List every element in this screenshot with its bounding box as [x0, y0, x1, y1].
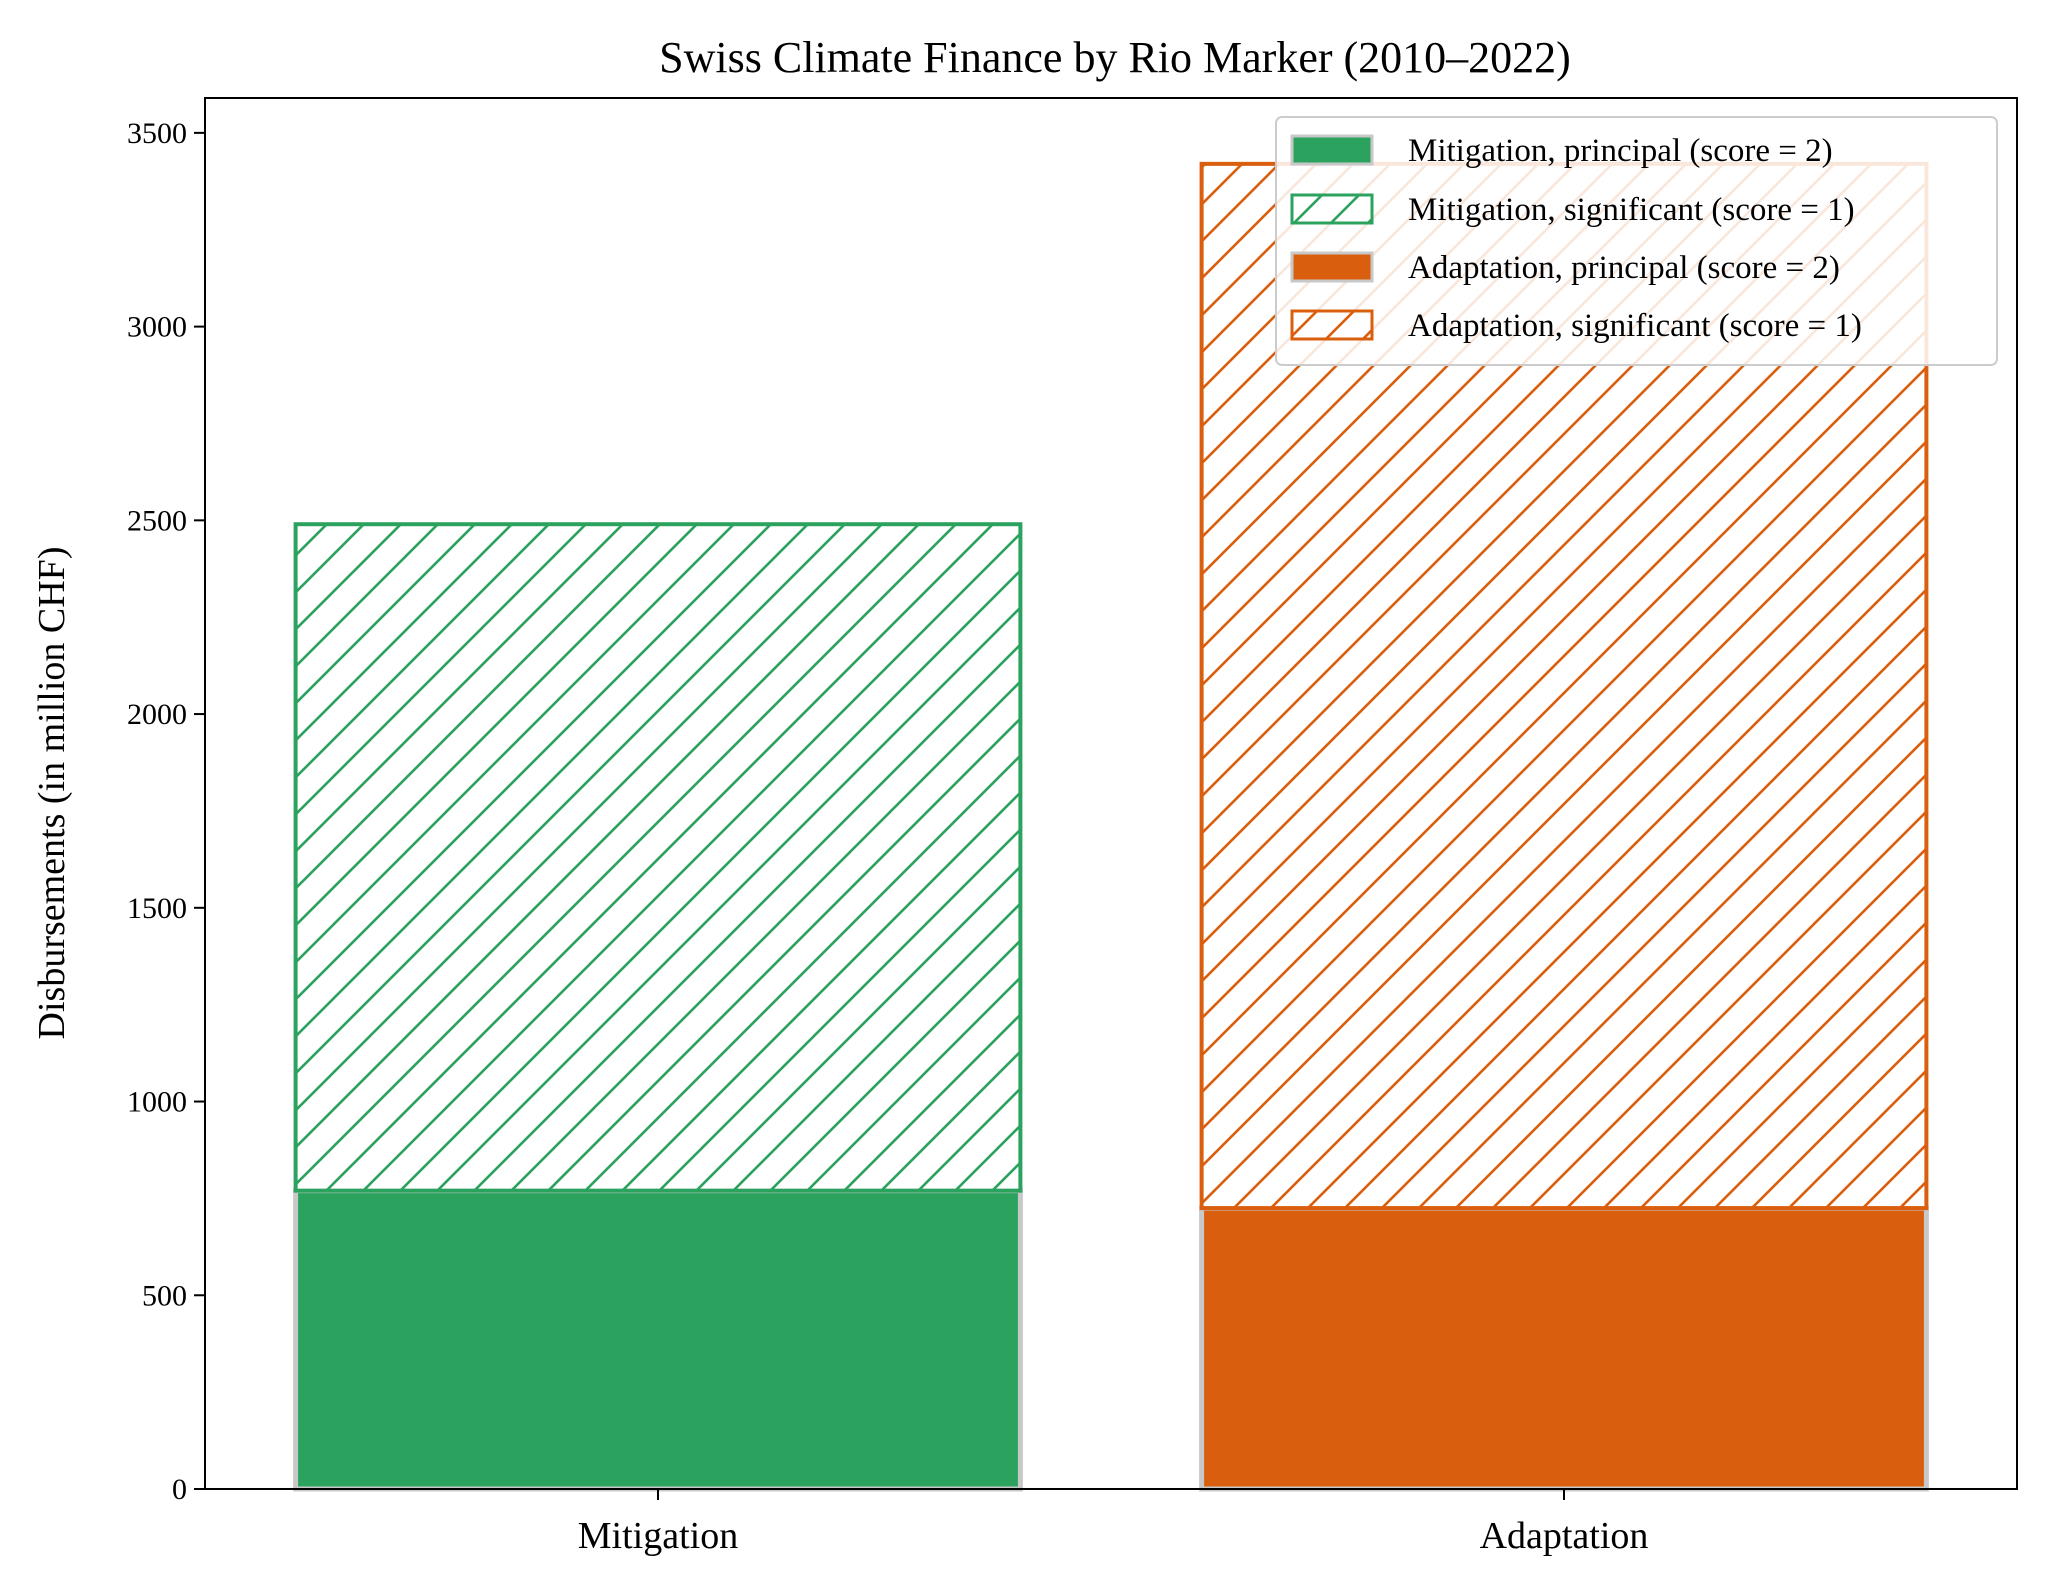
y-tick-label: 3500	[127, 117, 187, 150]
y-tick-label: 0	[172, 1473, 187, 1506]
chart-title: Swiss Climate Finance by Rio Marker (201…	[659, 33, 1571, 82]
y-axis: 0 500 1000 1500 2000 2500 3000 3500	[127, 117, 205, 1506]
legend-swatch-adaptation-principal	[1290, 251, 1374, 283]
legend-swatch-adaptation-significant	[1290, 309, 1374, 341]
y-tick-label: 2500	[127, 504, 187, 537]
y-tick-label: 1000	[127, 1086, 187, 1119]
legend-label-adaptation-principal: Adaptation, principal (score = 2)	[1408, 250, 1840, 286]
legend-label-mitigation-principal: Mitigation, principal (score = 2)	[1408, 133, 1833, 169]
legend-swatch-mitigation-principal	[1290, 134, 1374, 166]
legend: Mitigation, principal (score = 2) Mitiga…	[1275, 116, 1998, 366]
x-axis: Mitigation Adaptation	[578, 1489, 1649, 1557]
y-tick-label: 2000	[127, 698, 187, 731]
y-tick-label: 500	[142, 1279, 187, 1312]
legend-label-adaptation-significant: Adaptation, significant (score = 1)	[1408, 308, 1862, 344]
legend-frame	[1275, 116, 1998, 366]
x-tick-label-adaptation: Adaptation	[1480, 1515, 1649, 1557]
y-tick-label: 3000	[127, 311, 187, 344]
x-tick-label-mitigation: Mitigation	[578, 1515, 738, 1557]
bar-mitigation-significant-score-1	[293, 522, 1023, 1193]
bar-adaptation-principal-score-2	[1199, 1205, 1929, 1492]
plot-frame	[204, 97, 2018, 1490]
y-axis-label: Disbursements (in million CHF)	[31, 547, 73, 1040]
legend-label-mitigation-significant: Mitigation, significant (score = 1)	[1408, 192, 1855, 228]
bar-mitigation-principal-score-2	[293, 1188, 1023, 1492]
y-tick-label: 1500	[127, 892, 187, 925]
legend-swatch-mitigation-significant	[1290, 193, 1374, 225]
